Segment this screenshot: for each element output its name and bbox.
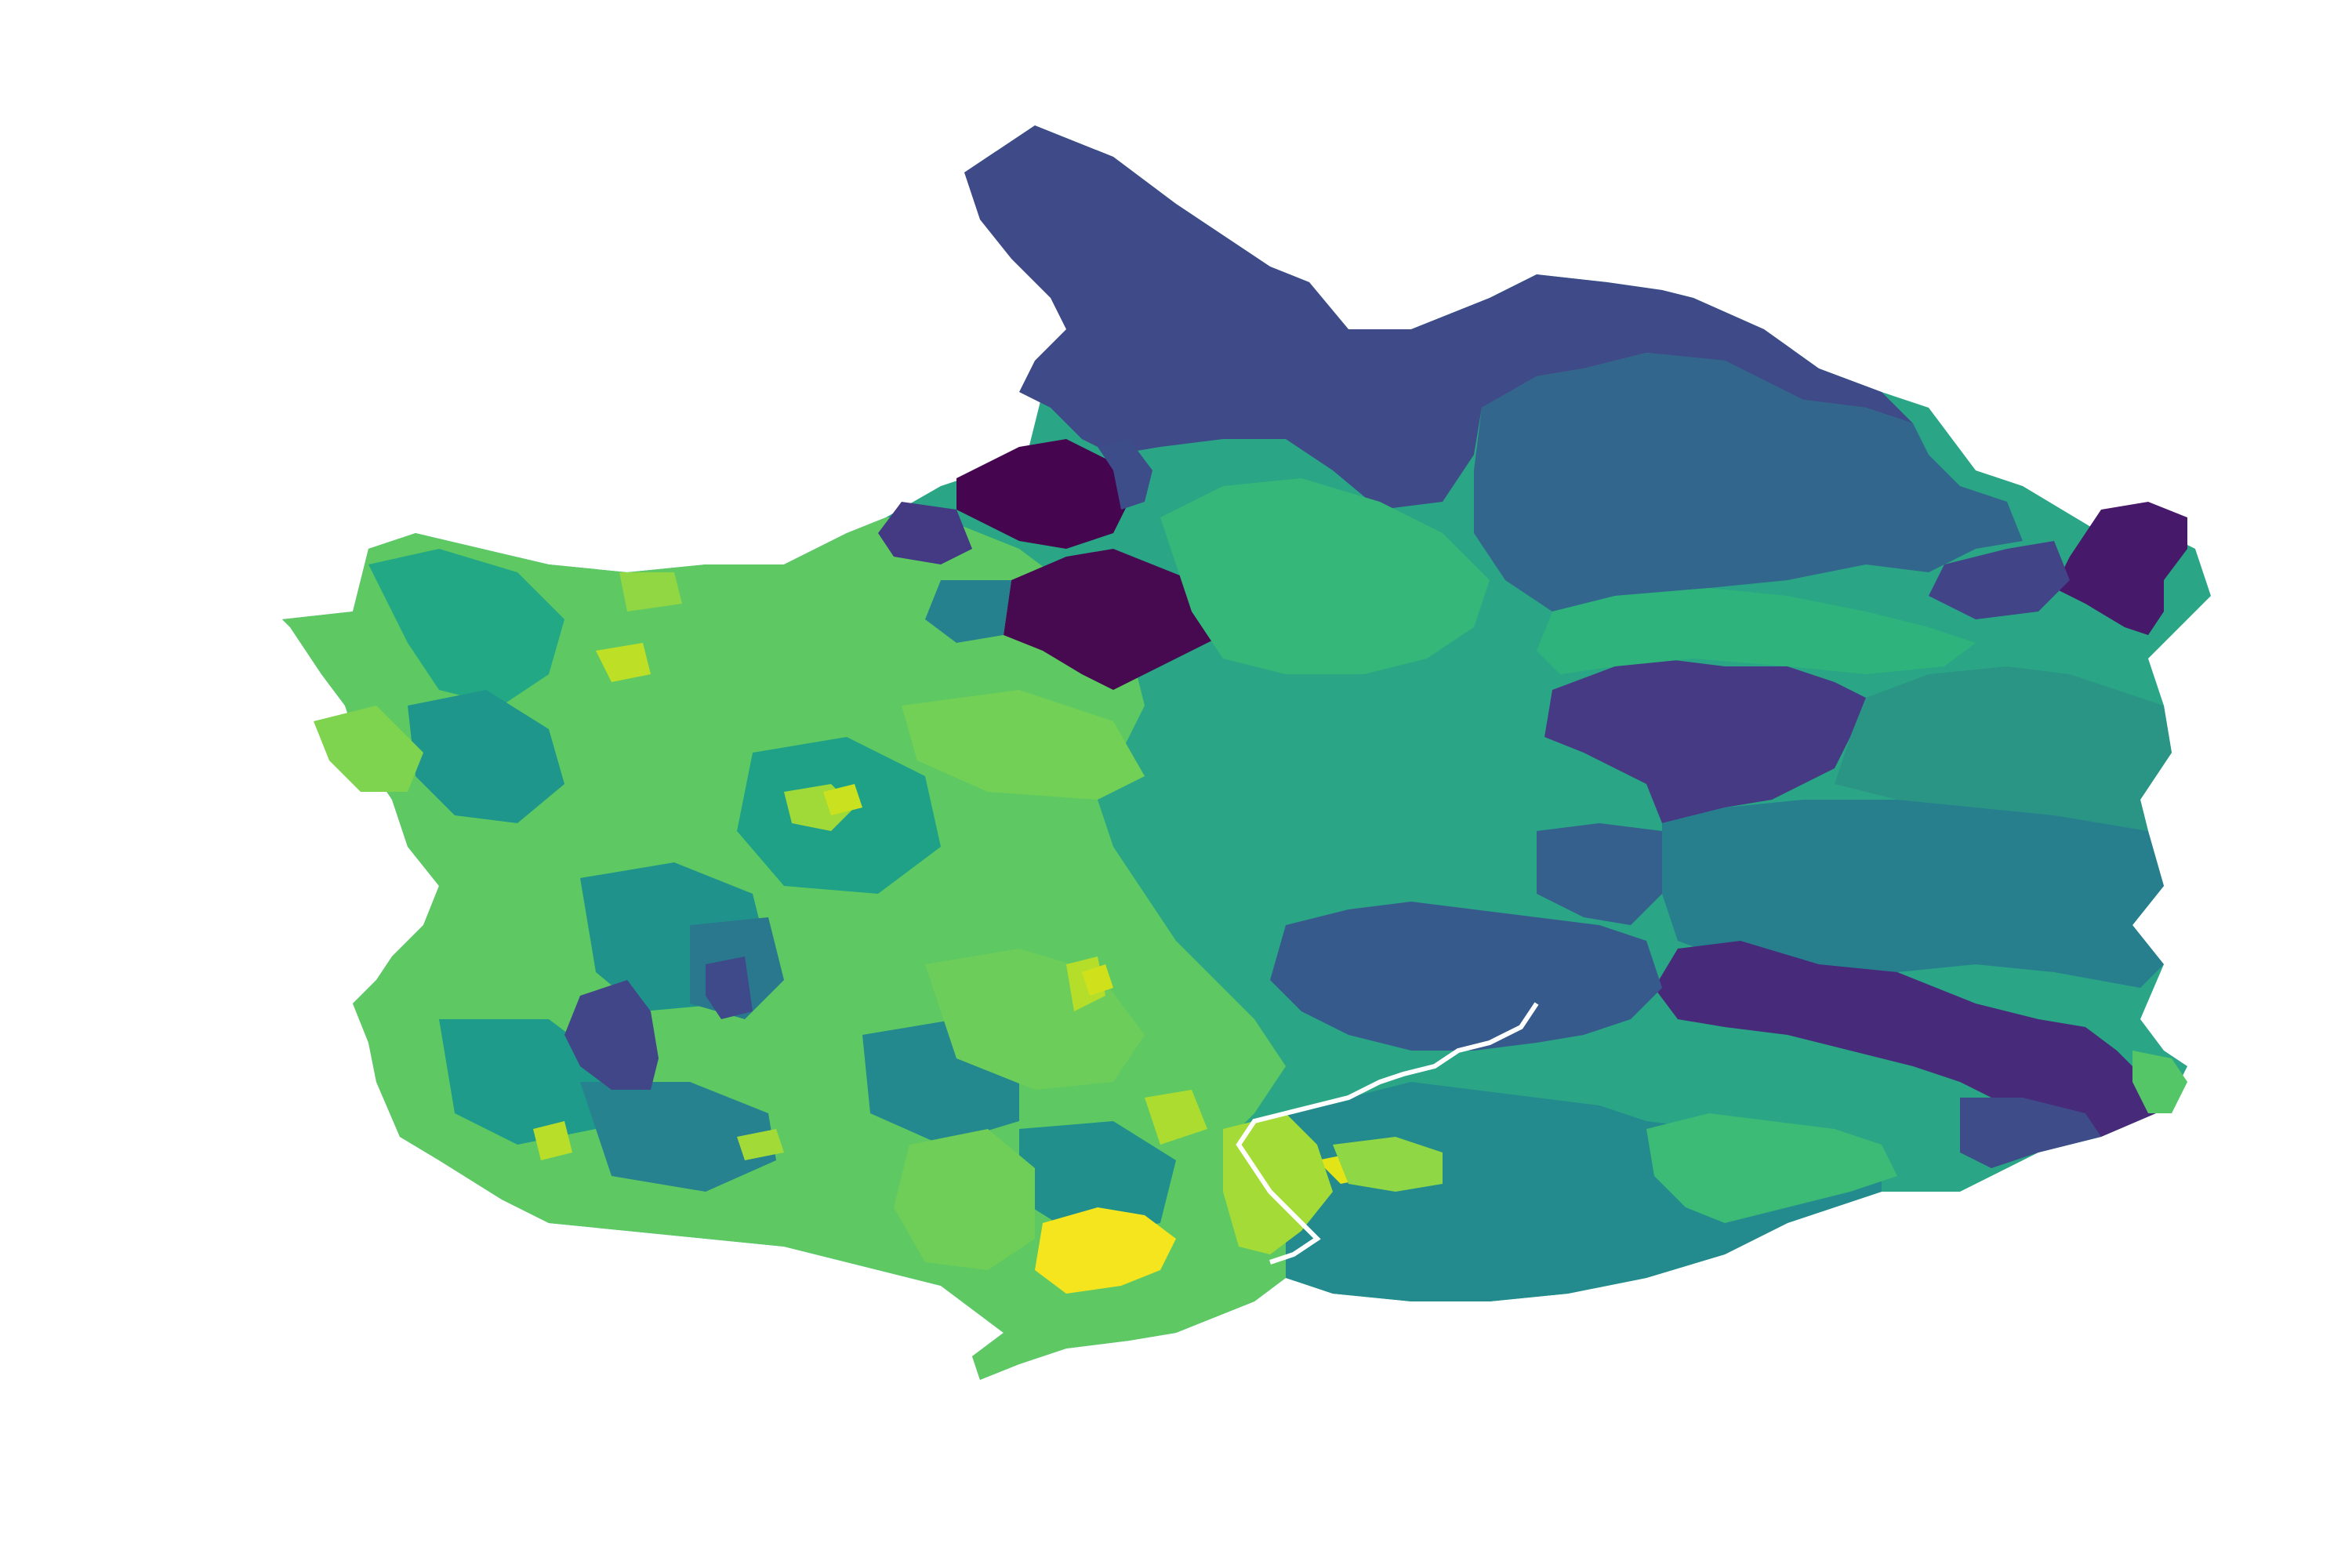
north-west-purple [878, 502, 972, 564]
south-central-teal-2 [1019, 1121, 1176, 1239]
south-east-end [1960, 1098, 2101, 1168]
south-west-teal [439, 1019, 612, 1145]
north-east-upland [1474, 353, 2023, 612]
north-lobe [964, 125, 1913, 510]
lime-small-5 [619, 572, 682, 612]
central-lime-north [902, 690, 1145, 800]
west-purple-2 [706, 956, 753, 1019]
north-west-purple-2 [1098, 439, 1152, 510]
east-corner-neighbour [1929, 541, 2070, 619]
west-lime-region [314, 706, 423, 792]
east-central-teal [1662, 800, 2164, 988]
east-block [1835, 666, 2172, 831]
yellow-small-3 [823, 784, 862, 815]
east-green-belt [1537, 588, 1976, 674]
north-west-dark-b [1004, 549, 1239, 690]
river [1236, 1002, 1539, 1265]
central-green-belt [1160, 478, 1490, 674]
lime-small-7 [533, 1121, 572, 1160]
south-west-blue-teal [580, 1082, 776, 1192]
yellow-small-2 [1082, 964, 1113, 996]
north-west-teal [925, 580, 1011, 643]
central-purple [1544, 659, 1866, 823]
east-corner [2054, 502, 2187, 635]
south-east-purple [1654, 941, 2156, 1137]
west-teal-patch-2 [408, 690, 564, 823]
river-bank-lime [1223, 1113, 1333, 1254]
yellow-district [1035, 1207, 1176, 1294]
west-purple [564, 980, 659, 1090]
south-lime-area [894, 1129, 1035, 1270]
lime-small-4 [596, 643, 651, 682]
south-east-coast-green [1646, 1113, 1897, 1223]
central-south-blue [1270, 902, 1662, 1051]
west-teal-patch [368, 549, 564, 706]
river-bank-lime-2 [1333, 1137, 1443, 1192]
lime-small-6 [737, 1129, 784, 1160]
east-tip-green [2132, 1051, 2187, 1113]
central-blue-2 [1537, 823, 1662, 925]
lime-small-3 [1145, 1090, 1207, 1145]
north-west-dark-a [956, 439, 1129, 549]
